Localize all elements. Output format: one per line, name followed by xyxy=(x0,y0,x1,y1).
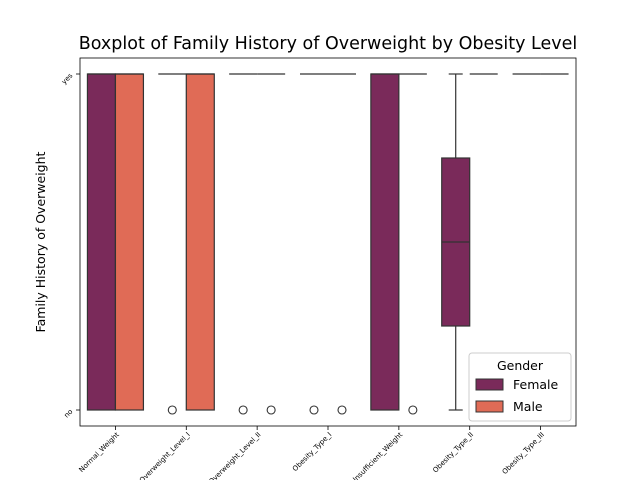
outlier-point xyxy=(408,405,418,415)
outlier-point xyxy=(238,405,248,415)
box-body xyxy=(185,73,215,411)
legend: Gender Female Male xyxy=(468,352,572,422)
legend-item-label: Female xyxy=(513,377,559,392)
box-male-overweight-level-ii xyxy=(257,73,286,415)
box-body xyxy=(370,73,400,411)
box-female-overweight-level-i xyxy=(158,73,187,415)
box-female-obesity-type-ii xyxy=(441,73,471,411)
box-male-overweight-level-i xyxy=(185,73,215,411)
y-axis-label: Family History of Overweight xyxy=(33,151,48,332)
box-female-normal-weight xyxy=(86,73,117,411)
y-tick-label: yes xyxy=(60,72,74,86)
box-body xyxy=(114,73,145,411)
outlier-point xyxy=(266,405,276,415)
box-female-obesity-type-i xyxy=(300,73,328,415)
outlier-point xyxy=(337,405,347,415)
box-male-normal-weight xyxy=(114,73,145,411)
x-tick-label: Overweight_Level_I xyxy=(138,431,192,480)
box-female-overweight-level-ii xyxy=(229,73,258,415)
chart-title: Boxplot of Family History of Overweight … xyxy=(79,34,577,54)
legend-swatch xyxy=(475,378,504,391)
box-body xyxy=(86,73,117,411)
box-female-insufficient-weight xyxy=(370,73,400,411)
legend-title: Gender xyxy=(497,358,544,373)
legend-item-label: Male xyxy=(513,399,543,414)
x-tick-label: Obesity_Type_III xyxy=(501,431,546,476)
box-male-obesity-type-i xyxy=(328,73,356,415)
y-tick-label: no xyxy=(63,408,75,420)
x-tick-label: Overweight_Level_II xyxy=(207,431,262,480)
legend-swatch xyxy=(475,400,504,413)
outlier-point xyxy=(167,405,177,415)
outlier-point xyxy=(309,405,319,415)
x-tick-label: Insufficient_Weight xyxy=(352,431,405,480)
x-tick-label: Obesity_Type_II xyxy=(431,431,475,475)
box-male-insufficient-weight xyxy=(398,73,427,415)
x-tick-label: Normal_Weight xyxy=(78,431,121,474)
x-tick-label: Obesity_Type_I xyxy=(291,431,333,473)
